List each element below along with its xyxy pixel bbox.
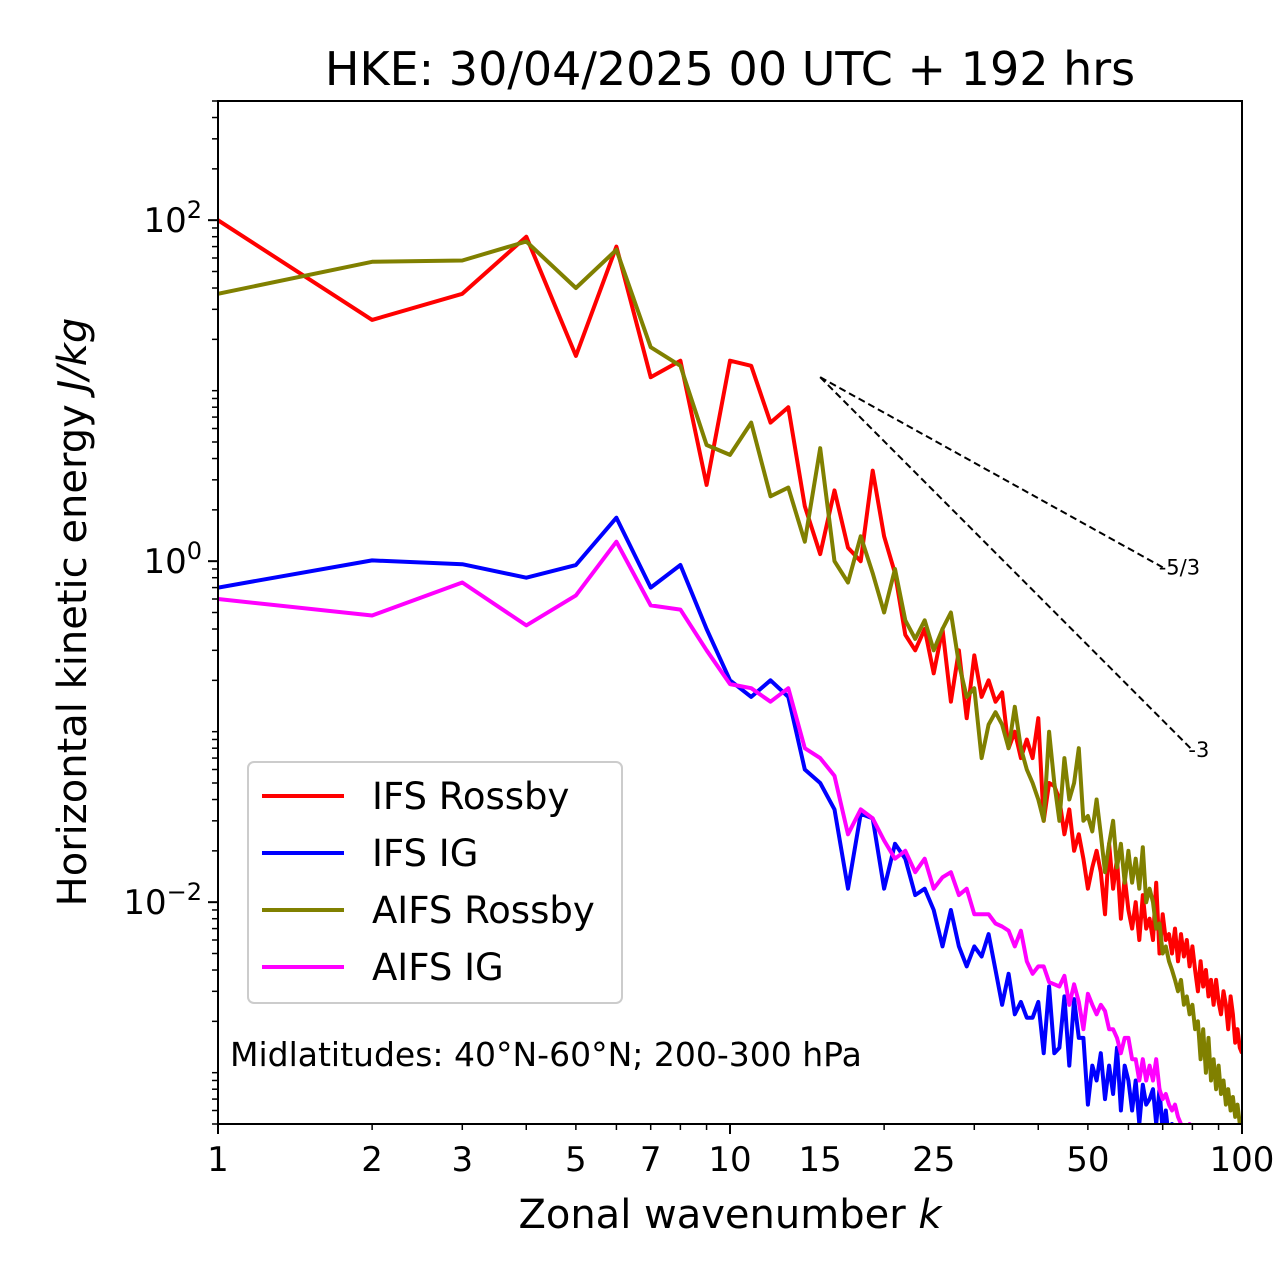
y-axis-label-text: Horizontal kinetic energy xyxy=(50,404,96,906)
series-line-ifs-ig xyxy=(218,515,1175,1124)
legend: IFS Rossby IFS IG AIFS Rossby AIFS IG xyxy=(247,761,623,1004)
legend-label-ifs-rossby: IFS Rossby xyxy=(372,775,569,818)
series-line-aifs-ig xyxy=(218,539,1192,1124)
x-tick-label: 1 xyxy=(207,1140,229,1180)
chart-title: HKE: 30/04/2025 00 UTC + 192 hrs xyxy=(325,42,1135,96)
slope-label-1: -5/3 xyxy=(1159,555,1200,579)
y-axis: 10−2 100 102 xyxy=(123,100,218,1125)
x-tick-label: 7 xyxy=(640,1140,662,1180)
series-line-aifs-rossby xyxy=(218,239,1242,1124)
region-annotation: Midlatitudes: 40°N-60°N; 200-300 hPa xyxy=(230,1035,862,1074)
y-axis-label: Horizontal kinetic energy J/kg xyxy=(50,318,96,907)
x-tick-label: 5 xyxy=(565,1140,587,1180)
legend-box xyxy=(247,761,623,1004)
y-axis-label-unit: J/kg xyxy=(50,318,96,399)
x-axis-label-var: k xyxy=(918,1192,943,1238)
y-tick-label: 100 xyxy=(143,537,202,582)
slope-label-2: -3 xyxy=(1188,738,1209,762)
legend-label-ifs-ig: IFS IG xyxy=(372,832,478,875)
x-axis: 1 2 3 5 7 10 15 25 50 100 xyxy=(207,1124,1274,1180)
legend-label-aifs-ig: AIFS IG xyxy=(372,946,504,989)
x-tick-label: 2 xyxy=(361,1140,383,1180)
series-group xyxy=(218,218,1242,1124)
y-tick-label: 10−2 xyxy=(123,878,202,923)
x-tick-label: 3 xyxy=(451,1140,473,1180)
x-axis-label-text: Zonal wavenumber xyxy=(518,1192,906,1238)
legend-label-aifs-rossby: AIFS Rossby xyxy=(372,889,595,932)
x-tick-label: 50 xyxy=(1066,1140,1109,1180)
y-tick-label: 102 xyxy=(143,196,202,241)
x-tick-label: 25 xyxy=(912,1140,955,1180)
x-tick-label: 10 xyxy=(708,1140,751,1180)
x-tick-label: 100 xyxy=(1210,1140,1275,1180)
x-axis-label: Zonal wavenumber k xyxy=(518,1192,943,1238)
reference-slopes: -5/3 -3 xyxy=(819,376,1209,762)
x-tick-label: 15 xyxy=(799,1140,842,1180)
